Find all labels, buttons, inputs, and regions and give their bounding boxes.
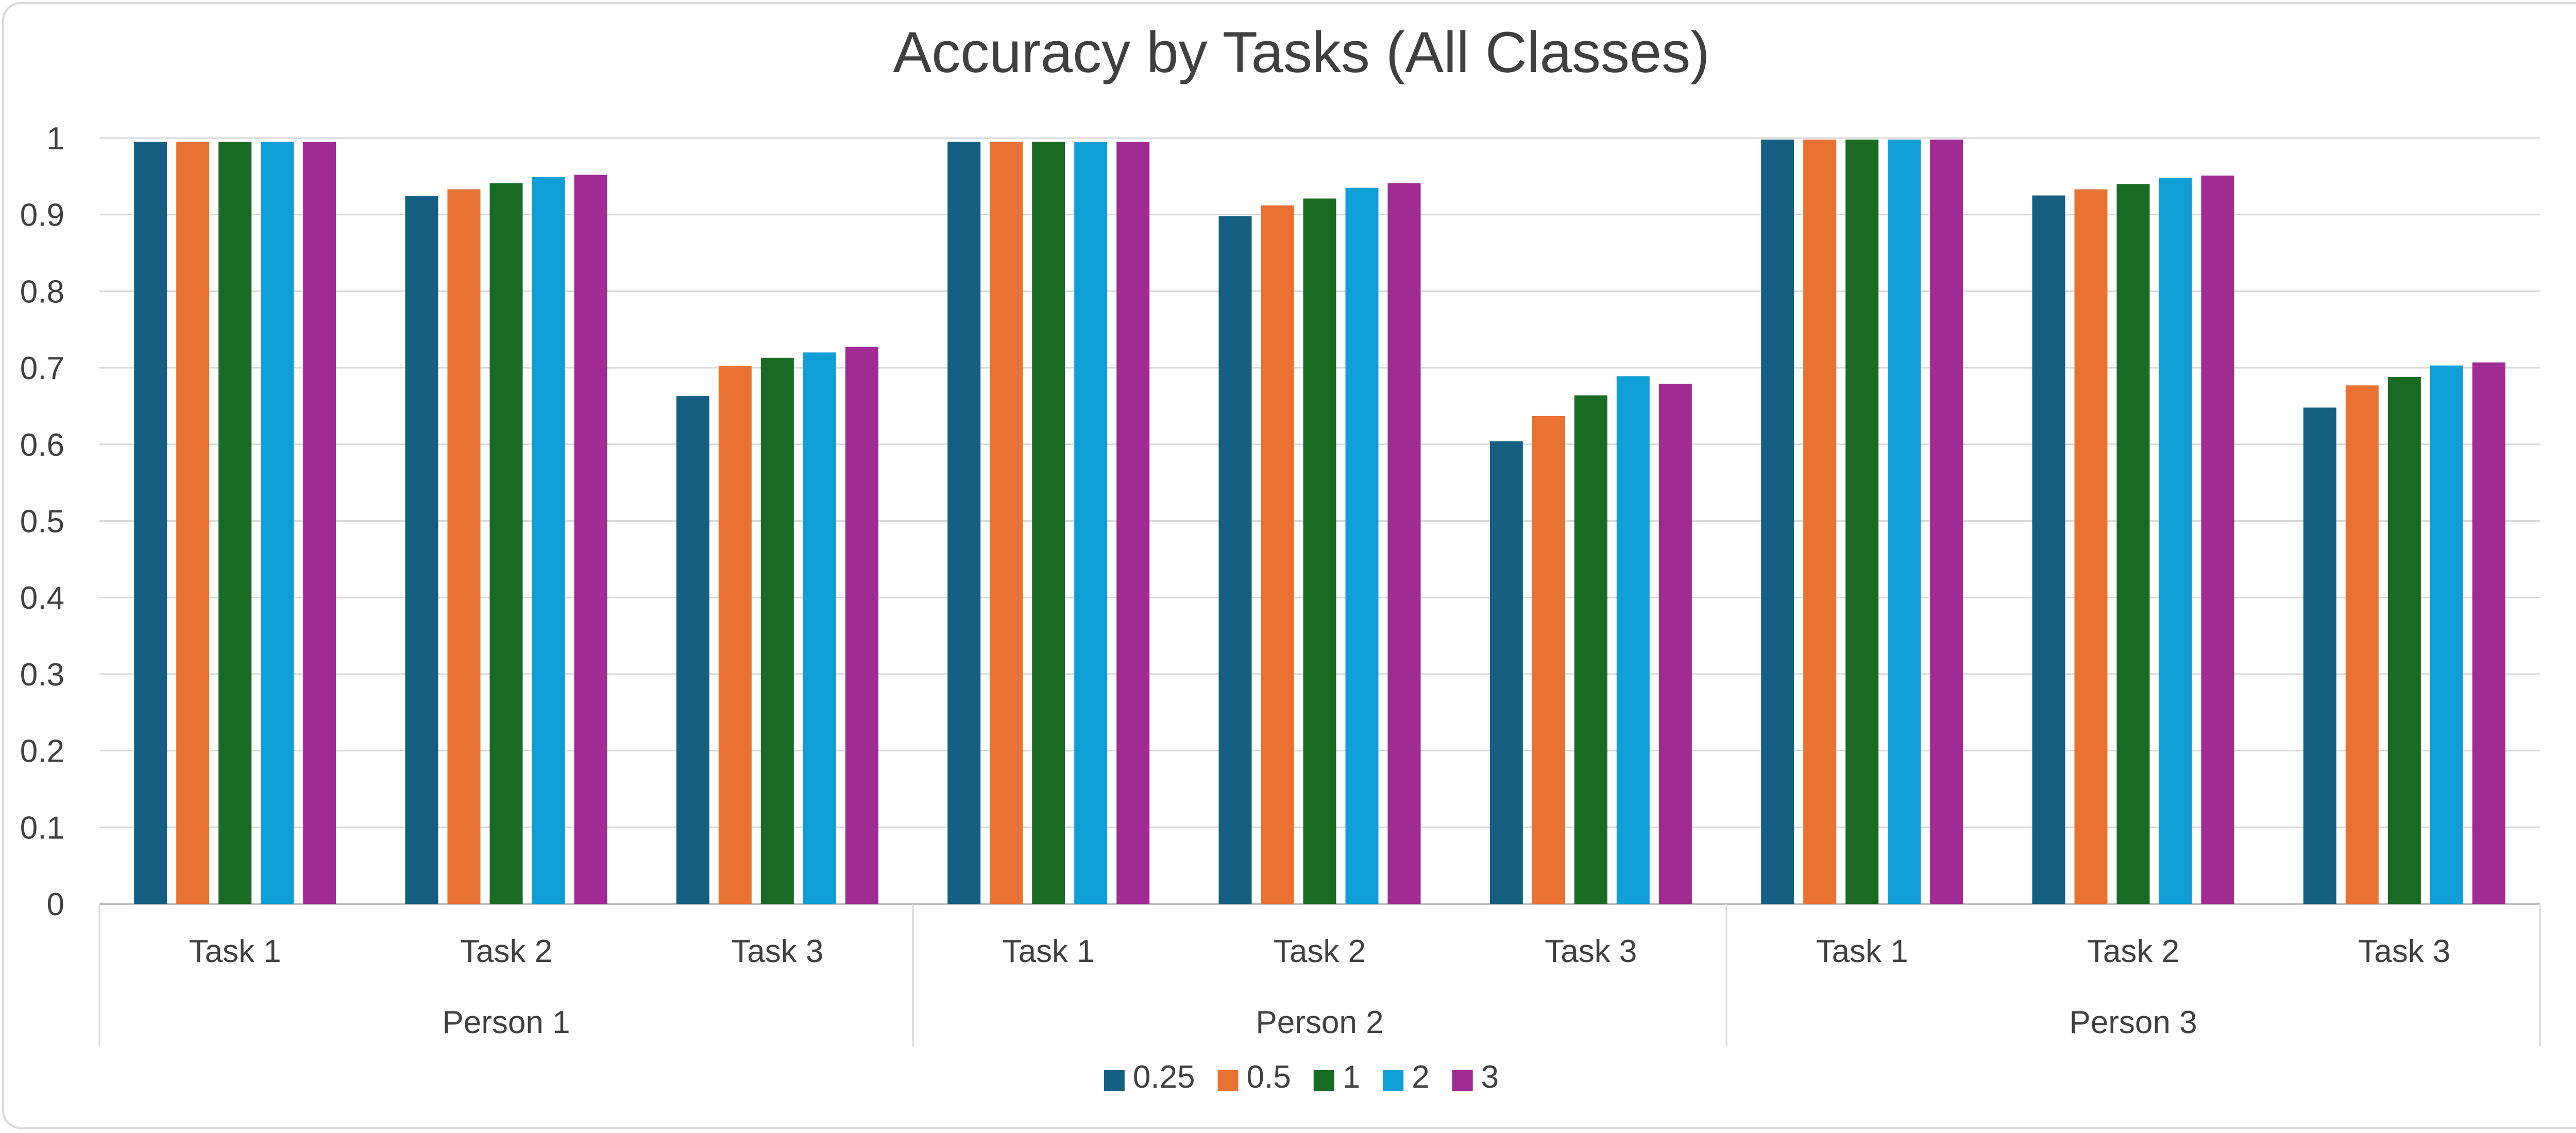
bar [2201, 175, 2234, 904]
bar [2303, 407, 2336, 904]
bar [1658, 384, 1692, 904]
bar [2430, 365, 2463, 904]
bar [1489, 441, 1523, 904]
y-tick-label: 0.2 [20, 734, 64, 769]
legend-label: 3 [1481, 1059, 1499, 1095]
bars [134, 139, 2505, 904]
bar [1218, 216, 1252, 904]
bar [1303, 198, 1336, 904]
bar [718, 366, 752, 904]
bar [676, 396, 709, 904]
legend-label: 0.5 [1247, 1059, 1291, 1095]
legend-swatch [1452, 1070, 1473, 1091]
legend-swatch [1383, 1070, 1404, 1091]
bar [803, 352, 836, 904]
bar [760, 357, 794, 904]
bar [1845, 139, 1879, 904]
bar [1116, 142, 1150, 904]
x-axis: Task 1 Task 2 Task 3 Task 1 Task 2 Task 3 Task… [98, 904, 2541, 1046]
x-group-label: Person 1 [442, 1005, 570, 1040]
y-tick-label: 1 [47, 121, 64, 157]
bar [1803, 139, 1837, 904]
bar [2074, 189, 2108, 904]
legend: 0.25 0.5 1 2 3 [1104, 1059, 1499, 1095]
y-tick-label: 0.3 [20, 657, 64, 693]
y-tick-label: 0.7 [20, 351, 64, 386]
x-tick-label: Task 1 [1003, 934, 1095, 969]
x-tick-label: Task 2 [2087, 934, 2179, 969]
bar [2387, 376, 2421, 904]
bar [1032, 142, 1065, 904]
legend-label: 0.25 [1133, 1059, 1195, 1095]
legend-label: 2 [1412, 1059, 1429, 1095]
bar [1345, 187, 1379, 904]
x-group-label: Person 3 [2069, 1005, 2197, 1040]
x-tick-label: Task 1 [1816, 934, 1908, 969]
y-tick-label: 0.8 [20, 274, 64, 310]
bar [990, 142, 1023, 904]
chart-title: Accuracy by Tasks (All Classes) [893, 20, 1709, 84]
bar [1574, 395, 1607, 904]
legend-swatch [1104, 1070, 1125, 1091]
y-tick-label: 0.6 [20, 427, 64, 463]
x-tick-label: Task 3 [1545, 934, 1637, 969]
y-axis-ticks: 0 0.1 0.2 0.3 0.4 0.5 0.6 0.7 0.8 0.9 1 [20, 121, 64, 922]
bar [1532, 416, 1565, 904]
y-tick-label: 0.1 [20, 810, 64, 846]
bar [1888, 139, 1921, 904]
y-tick-label: 0 [47, 887, 64, 922]
bar [218, 142, 252, 904]
bar [1074, 142, 1108, 904]
bar [1616, 376, 1650, 904]
x-tick-label: Task 2 [460, 934, 552, 969]
bar [2159, 178, 2192, 904]
x-group-label: Person 2 [1256, 1005, 1383, 1040]
bar [532, 177, 565, 904]
bar [1261, 205, 1294, 904]
y-tick-label: 0.4 [20, 580, 64, 616]
bar [1387, 183, 1421, 904]
x-tick-label: Task 3 [2358, 934, 2450, 969]
y-tick-label: 0.9 [20, 198, 64, 233]
x-tick-label: Task 2 [1274, 934, 1366, 969]
bar [489, 183, 523, 904]
bar [845, 347, 878, 904]
bar [261, 142, 294, 904]
bar [2116, 184, 2150, 904]
bar [1930, 139, 1963, 904]
bar [574, 175, 607, 904]
bar [405, 196, 438, 904]
bar [447, 189, 481, 904]
bar [1761, 139, 1794, 904]
bar [2032, 195, 2065, 904]
bar [303, 142, 336, 904]
bar [176, 142, 210, 904]
x-tick-label: Task 3 [731, 934, 823, 969]
bar [134, 142, 167, 904]
legend-swatch [1217, 1070, 1239, 1091]
y-tick-label: 0.5 [20, 504, 64, 540]
bar [2472, 362, 2505, 904]
legend-label: 1 [1343, 1059, 1360, 1095]
legend-swatch [1313, 1070, 1334, 1091]
bar [2345, 385, 2379, 904]
bar [947, 142, 981, 904]
x-tick-label: Task 1 [189, 934, 281, 969]
